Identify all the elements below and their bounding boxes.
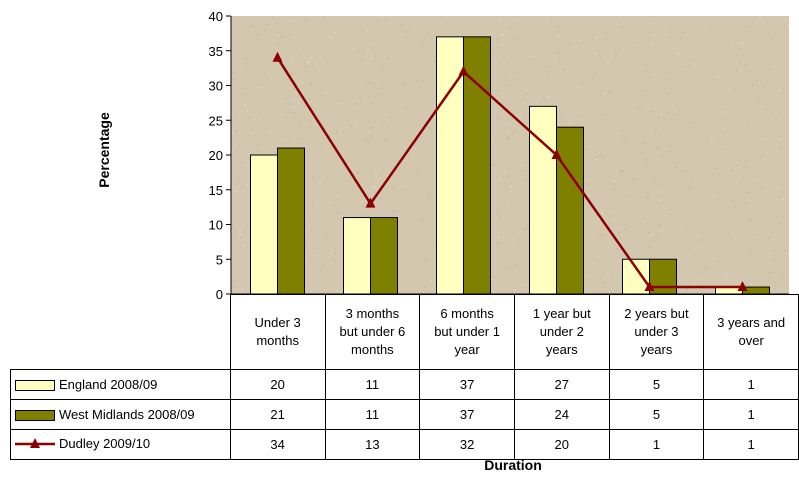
line-point-marker <box>458 65 469 76</box>
table-cell: 1 <box>703 429 799 460</box>
legend-entry: West Midlands 2008/09 <box>10 399 231 430</box>
bar <box>250 154 278 295</box>
category-header: 3 years and over <box>703 294 799 370</box>
series-line-dudley <box>276 57 743 289</box>
table-cell: 27 <box>513 369 610 400</box>
category-label-line: 3 years and <box>717 315 786 330</box>
category-header: 1 year but under 2 years <box>513 294 610 370</box>
chart-plot: 0 5 10 15 20 25 30 35 40 <box>209 9 789 300</box>
table-cell: 37 <box>419 399 515 430</box>
series-name: West Midlands 2008/09 <box>59 407 195 422</box>
table-cell: 24 <box>513 399 610 430</box>
table-cell: 5 <box>608 399 705 430</box>
table-corner <box>10 294 231 370</box>
bar <box>370 217 398 295</box>
bar <box>343 217 371 295</box>
bar <box>463 36 491 295</box>
table-cell: 37 <box>419 369 515 400</box>
legend-swatch <box>15 380 55 392</box>
category-label-line: year <box>454 342 480 357</box>
x-axis-label: Duration <box>484 457 542 473</box>
table-cell: 1 <box>608 429 705 460</box>
y-tick-label: 30 <box>209 79 223 94</box>
line-point-marker <box>737 281 748 292</box>
table-cell: 11 <box>324 369 421 400</box>
category-header: Under 3 months <box>229 294 326 370</box>
category-label-line: but under 1 <box>434 324 500 339</box>
table-cell: 13 <box>324 429 421 460</box>
category-label-line: years <box>545 342 578 357</box>
y-tick-label: 5 <box>216 252 223 267</box>
category-header: 2 years but under 3 years <box>608 294 705 370</box>
bar <box>277 147 305 295</box>
legend-line-marker <box>15 437 55 453</box>
y-axis-label: Percentage <box>96 112 112 188</box>
category-label-line: but under 6 <box>339 324 406 339</box>
y-tick-label: 40 <box>209 9 223 24</box>
line-point-marker <box>365 197 376 208</box>
table-cell: 34 <box>229 429 326 460</box>
y-tick-label: 0 <box>216 287 223 300</box>
category-header: 6 months but under 1 year <box>419 294 515 370</box>
legend-entry: England 2008/09 <box>10 369 231 400</box>
bar <box>622 258 650 295</box>
y-tick-label: 15 <box>209 183 223 198</box>
category-label-line: years <box>640 342 673 357</box>
category-label-line: 3 months <box>345 306 400 321</box>
category-label-line: months <box>256 333 299 348</box>
table-cell: 32 <box>419 429 515 460</box>
table-cell: 1 <box>703 369 799 400</box>
bar <box>556 126 584 295</box>
data-table: Under 3 months 3 months but under 6 months 6 … <box>10 294 799 460</box>
line-point-marker <box>551 149 562 159</box>
y-tick-label: 35 <box>209 44 223 59</box>
table-cell: 5 <box>608 369 705 400</box>
table-row: Dudley 2009/10 34 13 32 20 1 1 <box>10 429 799 460</box>
line-point-marker <box>644 281 655 292</box>
category-header: 3 months but under 6 months <box>324 294 421 370</box>
category-label-line: 2 years but <box>624 306 689 321</box>
table-cell: 11 <box>324 399 421 430</box>
table-cell: 21 <box>229 399 326 430</box>
category-label-line: over <box>738 333 764 348</box>
y-tick-label: 20 <box>209 148 223 163</box>
category-label-line: under 2 <box>539 324 584 339</box>
table-row: England 2008/09 20 11 37 27 5 1 <box>10 369 799 400</box>
category-label-line: months <box>351 342 394 357</box>
y-tick-label: 10 <box>209 218 223 233</box>
category-label-line: 6 months <box>440 306 494 321</box>
plot-area <box>231 16 789 294</box>
legend-swatch <box>15 410 55 422</box>
category-label-line: 1 year but <box>532 306 591 321</box>
bar <box>649 258 677 295</box>
category-label-line: Under 3 <box>254 315 301 330</box>
table-row: West Midlands 2008/09 21 11 37 24 5 1 <box>10 399 799 430</box>
line-point-marker <box>272 51 283 62</box>
series-name: England 2008/09 <box>59 377 158 392</box>
legend-entry: Dudley 2009/10 <box>10 429 231 460</box>
category-label-line: under 3 <box>634 324 679 339</box>
y-tick-label: 25 <box>209 113 223 128</box>
series-name: Dudley 2009/10 <box>59 436 151 452</box>
table-cell: 20 <box>229 369 326 400</box>
table-cell: 20 <box>513 429 610 460</box>
table-cell: 1 <box>703 399 799 430</box>
